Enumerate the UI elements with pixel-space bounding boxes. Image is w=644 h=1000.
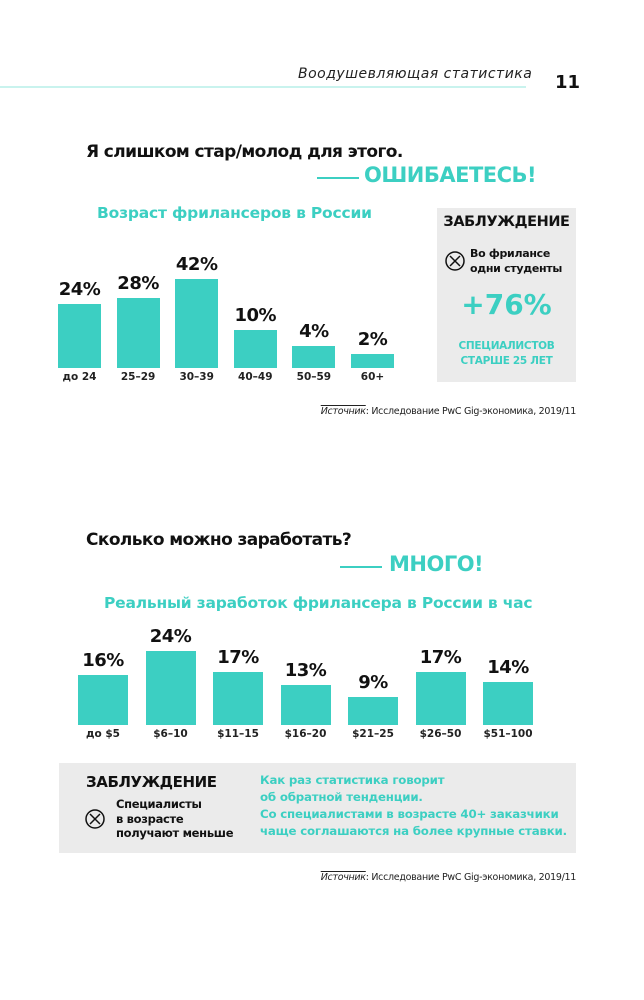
myth-stat-caption: СПЕЦИАЛИСТОВ [458,340,555,352]
circle-x-icon [85,809,105,829]
category-label: 40–49 [238,371,273,383]
source-label: Источник [320,872,366,883]
myth-line: Специалисты [116,797,202,811]
value-label: 42% [175,253,218,275]
value-label: 9% [358,672,388,694]
myth-stat-caption: СТАРШЕ 25 ЛЕТ [460,355,553,367]
value-label: 14% [487,656,529,678]
category-label: $21–25 [352,728,394,740]
value-label: 4% [299,321,329,343]
category-label: $26–50 [419,728,462,740]
bar-6 [351,353,394,368]
bar-1 [78,675,128,725]
bar-5 [292,346,336,368]
source-text: : Исследование PwC Gig-экономика, 2019/1… [365,406,577,417]
category-label: 25–29 [120,371,156,383]
myth-title: ЗАБЛУЖДЕНИЕ [443,214,570,230]
bar-4 [233,330,277,368]
value-label: 10% [234,305,277,327]
section1-answer: ОШИБАЕТЕСЬ! [364,163,537,187]
running-title: Воодушевляющая статистика [298,66,533,82]
source-text: : Исследование PwC Gig-экономика, 2019/1… [365,872,577,883]
category-label: 60+ [360,371,385,383]
dash-decoration [317,177,359,179]
value-label: 28% [117,272,159,294]
chart2-title: Реальный заработок фрилансера в России в… [104,594,533,612]
myth-title: ЗАБЛУЖДЕНИЕ [86,773,217,791]
value-label: 13% [284,659,327,681]
value-label: 16% [82,650,124,672]
chart2: 16% до $5 24% $6–10 17% $11–15 13% $16–20 9% $21–… [78,625,533,740]
rebuttal-line: об обратной тенденции. [260,790,423,804]
bar-2 [116,297,160,368]
category-label: $6–10 [153,728,188,740]
bar-2 [145,650,196,725]
chart1: 24% до 24 28% 25–29 42% 30–39 10% 40–49 4% 50–59 2… [0,0,644,400]
dash-decoration [340,566,382,568]
category-label: $51–100 [483,728,533,740]
page-number: 11 [555,72,581,93]
source-note-2: Источник: Исследование PwC Gig-экономика… [320,872,577,883]
value-label: 17% [217,647,259,669]
bar-3 [175,278,219,368]
category-label: $11–15 [217,728,259,740]
category-label: $16–20 [284,728,327,740]
section2-question: Сколько можно заработать? [86,530,352,550]
myth-box-2: ЗАБЛУЖДЕНИЕ Специалисты в возрасте получ… [59,763,576,853]
value-label: 24% [58,279,101,301]
myth-line: получают меньше [116,826,234,840]
myth-line: в возрасте [116,811,184,826]
source-label: Источник [320,406,366,417]
source-note-1: Источник: Исследование PwC Gig-экономика… [320,406,577,417]
category-label: 50–59 [296,371,332,383]
category-label: до 24 [62,371,97,383]
myth-stat: +76% [461,288,552,321]
rebuttal-line: Со специалистами в возрасте 40+ заказчик… [260,807,559,821]
bar-6 [415,672,466,725]
rebuttal-line: чаще соглашаются на более крупные ставки… [260,824,567,838]
chart1-title: Возраст фрилансеров в России [97,204,372,222]
myth-line: Во фрилансе [470,247,551,260]
myth-box-1: ЗАБЛУЖДЕНИЕ Во фрилансе одни студенты +7… [437,208,576,382]
value-label: 17% [419,647,462,669]
category-label: до $5 [86,728,120,740]
bar-5 [348,697,398,725]
bar-3 [213,672,263,725]
bar-1 [58,304,101,368]
category-label: 30–39 [179,371,214,383]
header-rule [0,86,526,88]
bar-4 [280,684,331,725]
section2-answer: МНОГО! [389,552,484,576]
value-label: 24% [149,625,192,647]
value-label: 2% [357,328,388,350]
myth-line: одни студенты [470,262,563,275]
section1-question: Я слишком стар/молод для этого. [86,142,403,162]
circle-x-icon [445,251,465,271]
rebuttal-line: Как раз статистика говорит [260,773,445,787]
bar-7 [483,681,533,725]
